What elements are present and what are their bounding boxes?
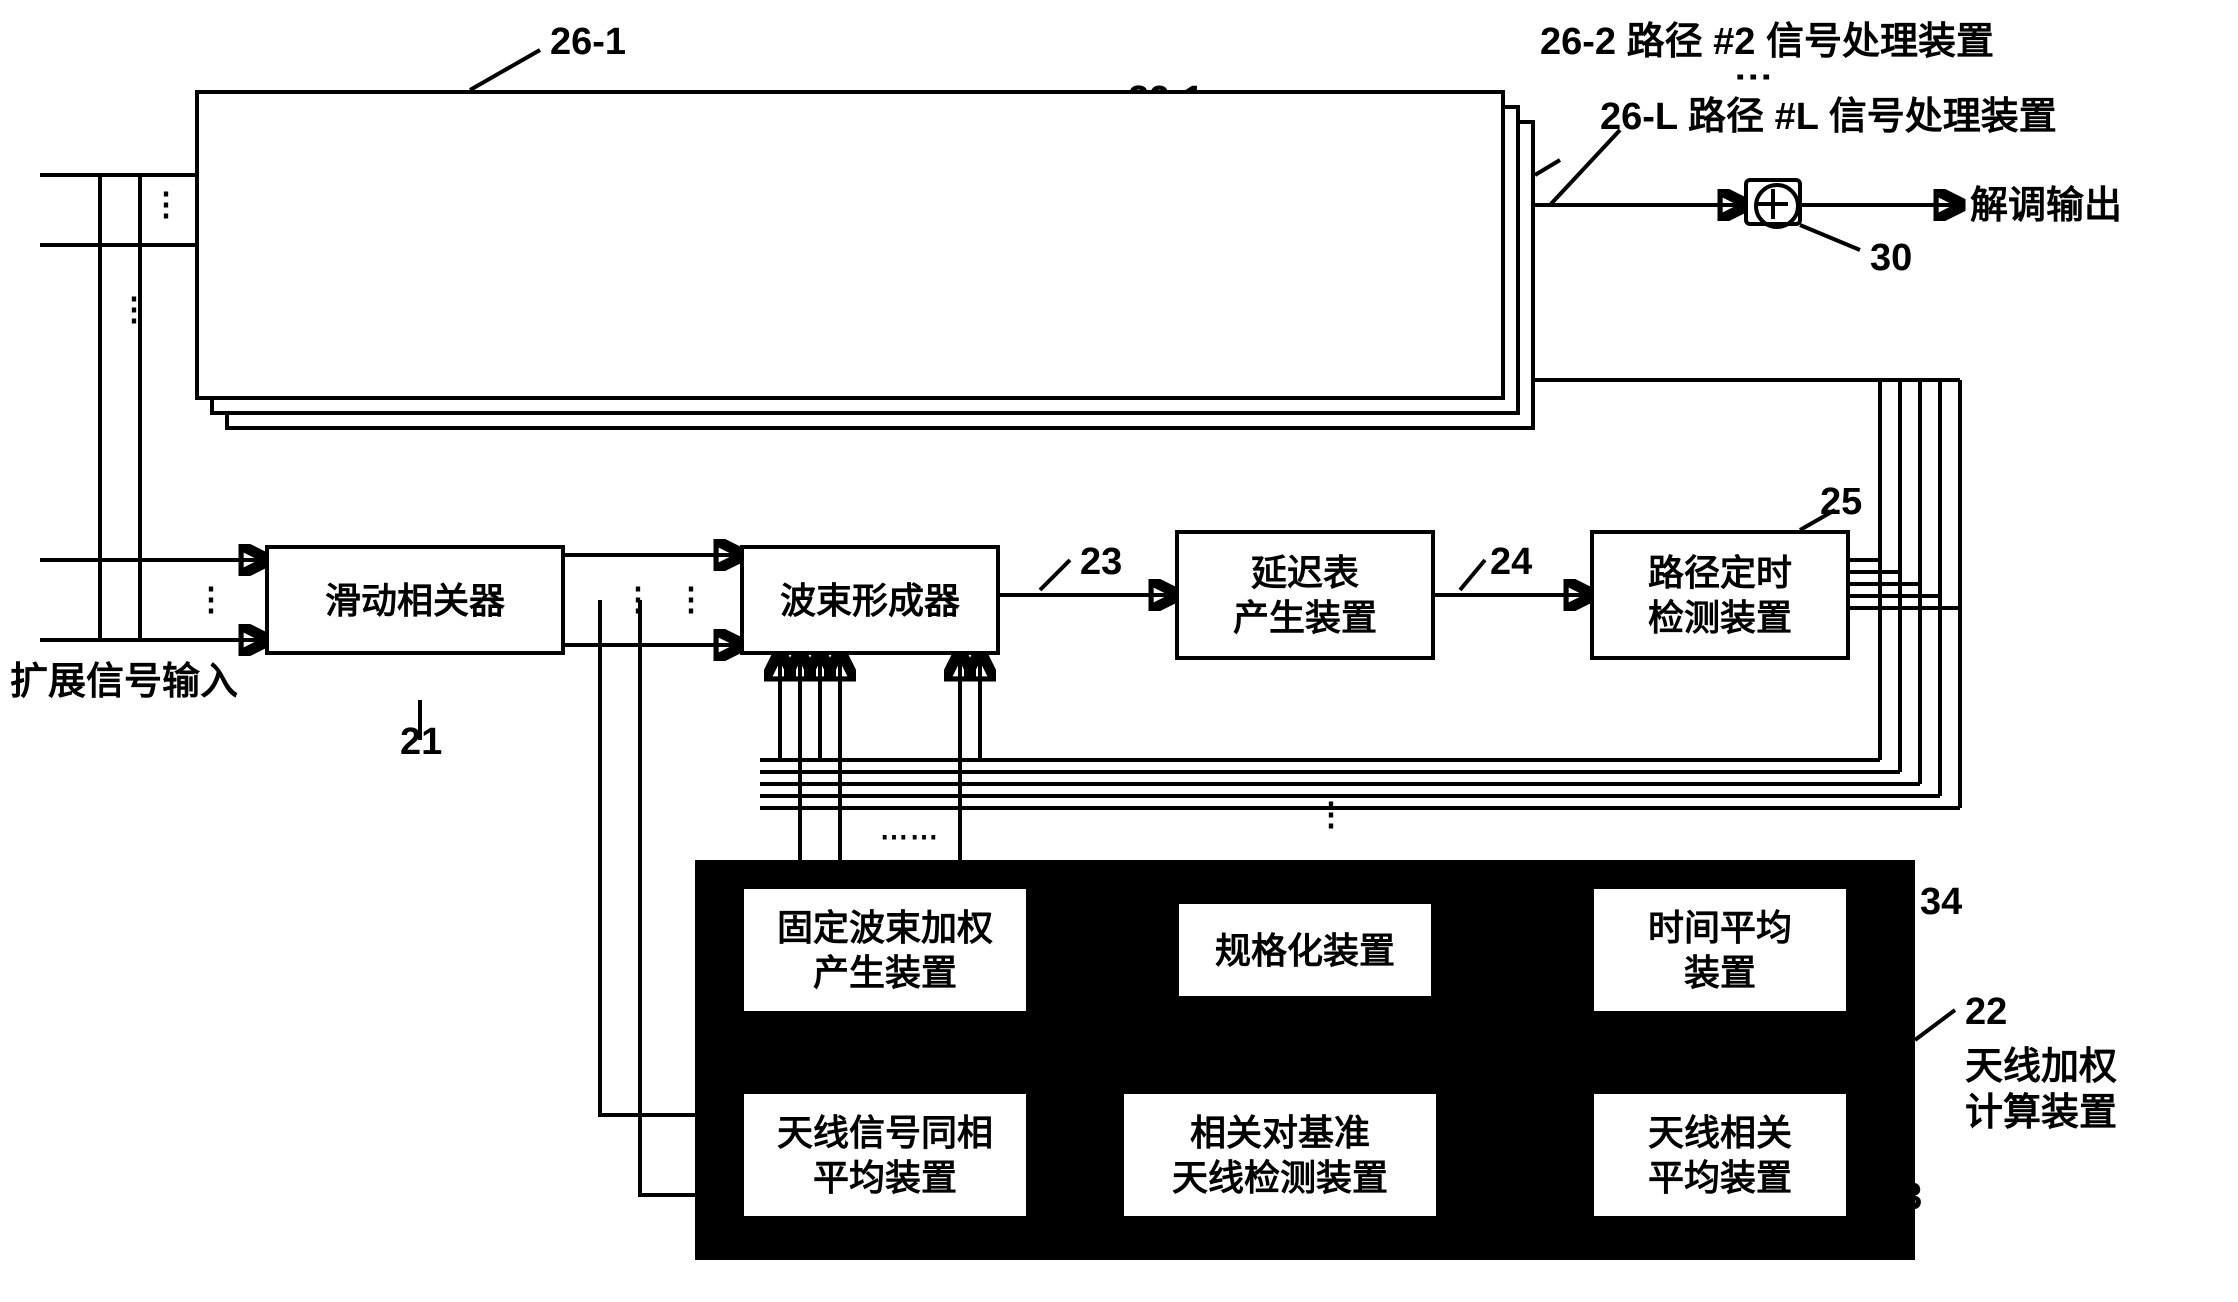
- label-l26_L: 26-L 路径 #L 信号处理装置: [1600, 95, 2057, 141]
- label-spread: 扩展信号输入: [10, 660, 238, 706]
- label-l31: 31: [1060, 1060, 1102, 1106]
- label-l36: 36: [1060, 990, 1102, 1036]
- label-l22: 22: [1965, 990, 2007, 1036]
- dots-icon: ⋮: [195, 580, 229, 618]
- beamformer2-label: 波束形成器: [780, 578, 960, 623]
- label-l30: 30: [1870, 236, 1912, 282]
- dots-icon: ⋮: [675, 580, 709, 618]
- dots-icon: ⋮: [622, 580, 656, 618]
- sliding-label: 滑动相关器: [325, 578, 505, 623]
- timeavg-label: 时间平均 装置: [1648, 905, 1792, 995]
- delay-table-box: 延迟表 产生装置: [1175, 530, 1435, 660]
- dots-icon: ⋮: [150, 185, 184, 223]
- fixed-weight-box: 固定波束加权 产生装置: [740, 885, 1030, 1015]
- label-vdots1: ⋮: [1730, 58, 1776, 96]
- label-l34: 34: [1920, 880, 1962, 926]
- beamformer2-box: 波束形成器: [740, 545, 1000, 655]
- label-antw: 天线加权 计算装置: [1965, 1045, 2117, 1136]
- delaytable-label: 延迟表 产生装置: [1233, 550, 1377, 640]
- dots-icon: ⋮: [118, 290, 152, 328]
- antphase-label: 天线信号同相 平均装置: [777, 1110, 993, 1200]
- label-l23: 23: [1080, 540, 1122, 586]
- label-l35: 35: [1470, 975, 1512, 1021]
- label-l25: 25: [1820, 480, 1862, 526]
- dots-icon: ⋮: [1070, 1135, 1104, 1173]
- label-l32: 32: [1505, 1060, 1547, 1106]
- normalize-label: 规格化装置: [1215, 928, 1395, 973]
- refdet-label: 相关对基准 天线检测装置: [1172, 1110, 1388, 1200]
- adder-icon: [1744, 178, 1802, 226]
- label-l33: 33: [1880, 1175, 1922, 1221]
- sliding-corr-box: 滑动相关器: [265, 545, 565, 655]
- label-l24: 24: [1490, 540, 1532, 586]
- ant-phase-box: 天线信号同相 平均装置: [740, 1090, 1030, 1220]
- antcorr-label: 天线相关 平均装置: [1648, 1110, 1792, 1200]
- ant-corr-box: 天线相关 平均装置: [1590, 1090, 1850, 1220]
- ref-detect-box: 相关对基准 天线检测装置: [1120, 1090, 1440, 1220]
- label-l26_1: 26-1: [550, 20, 626, 66]
- dots-icon: ⋯⋯: [880, 820, 940, 853]
- fixedweight-label: 固定波束加权 产生装置: [777, 905, 993, 995]
- label-l21: 21: [400, 720, 442, 766]
- label-demod: 解调输出: [1970, 184, 2122, 230]
- time-avg-box: 时间平均 装置: [1590, 885, 1850, 1015]
- path-processor-box: [195, 90, 1505, 400]
- dots-icon: ⋮: [1500, 1135, 1534, 1173]
- path-timing-box: 路径定时 检测装置: [1590, 530, 1850, 660]
- normalize-box: 规格化装置: [1175, 900, 1435, 1000]
- dots-icon: ⋮: [1315, 795, 1349, 833]
- pathtiming-label: 路径定时 检测装置: [1648, 550, 1792, 640]
